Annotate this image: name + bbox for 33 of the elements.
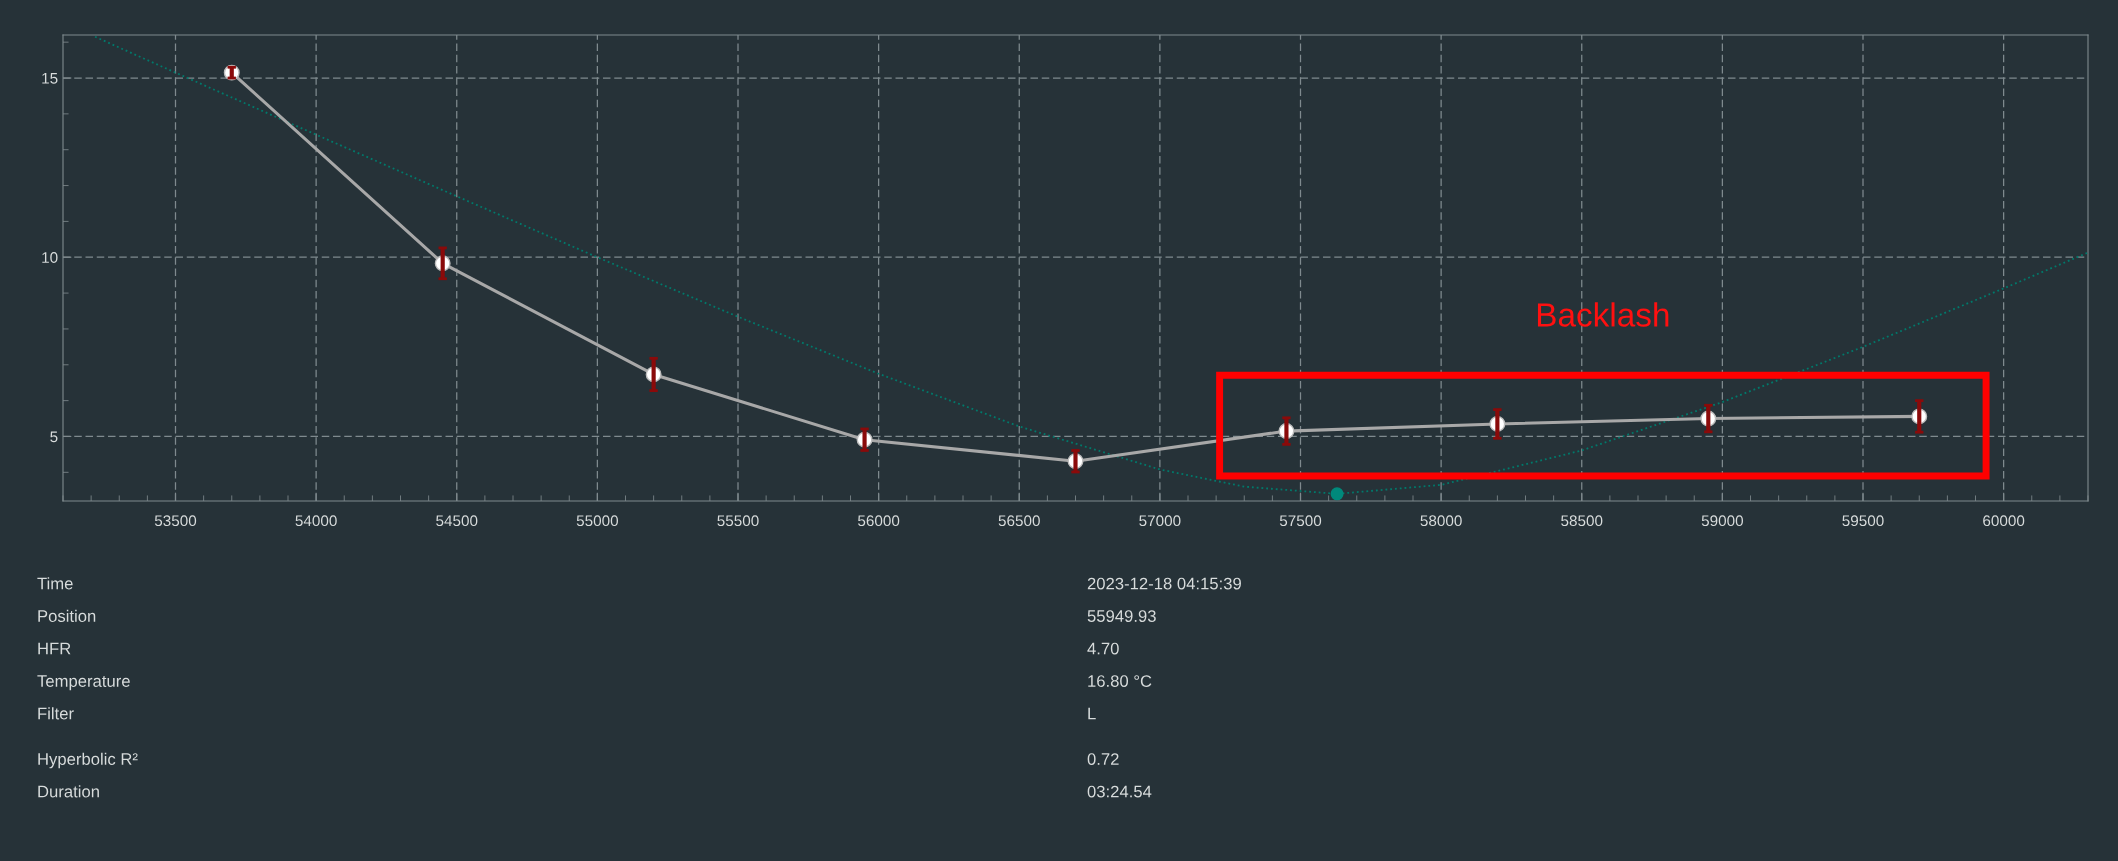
x-tick-label: 60000 — [1983, 515, 2025, 527]
text: 2023-12-18 04:15:39 — [1087, 577, 1241, 590]
text: Time — [37, 577, 73, 590]
text: L — [1088, 707, 1096, 720]
x-tick-label: 57000 — [1139, 515, 1181, 527]
text: HFR — [38, 642, 71, 655]
y-tick-label: 5 — [50, 431, 58, 443]
x-tick-label: 54000 — [295, 515, 337, 527]
text: 0.72 — [1087, 753, 1119, 765]
x-tick-label: 56500 — [998, 515, 1040, 527]
x-tick-label: 57500 — [1279, 515, 1322, 527]
text: 03:24.54 — [1087, 785, 1152, 798]
x-tick-label: 59000 — [1701, 515, 1744, 527]
x-tick-label: 55500 — [717, 515, 759, 527]
x-tick-label: 56000 — [858, 515, 900, 527]
text: Position — [38, 609, 96, 622]
text: Temperature — [37, 675, 130, 691]
x-tick-label: 58000 — [1420, 515, 1462, 527]
y-tick-label: 10 — [42, 252, 58, 263]
point — [1330, 487, 1344, 501]
text: Duration — [38, 785, 99, 798]
x-tick-label: 54500 — [436, 515, 478, 527]
x-tick-label: 55000 — [576, 515, 619, 527]
y-tick-label: 15 — [42, 73, 58, 84]
text: Filter — [38, 707, 74, 720]
x-tick-label: 58500 — [1561, 515, 1603, 527]
annotation: Backlash — [1537, 302, 1669, 327]
text: Hyperbolic R² — [38, 752, 138, 769]
text: 16.80 °C — [1088, 675, 1152, 687]
x-tick-label: 53500 — [154, 515, 197, 527]
text: 4.70 — [1087, 642, 1119, 655]
x-tick-label: 59500 — [1842, 515, 1884, 527]
text: 55949.93 — [1087, 610, 1156, 622]
